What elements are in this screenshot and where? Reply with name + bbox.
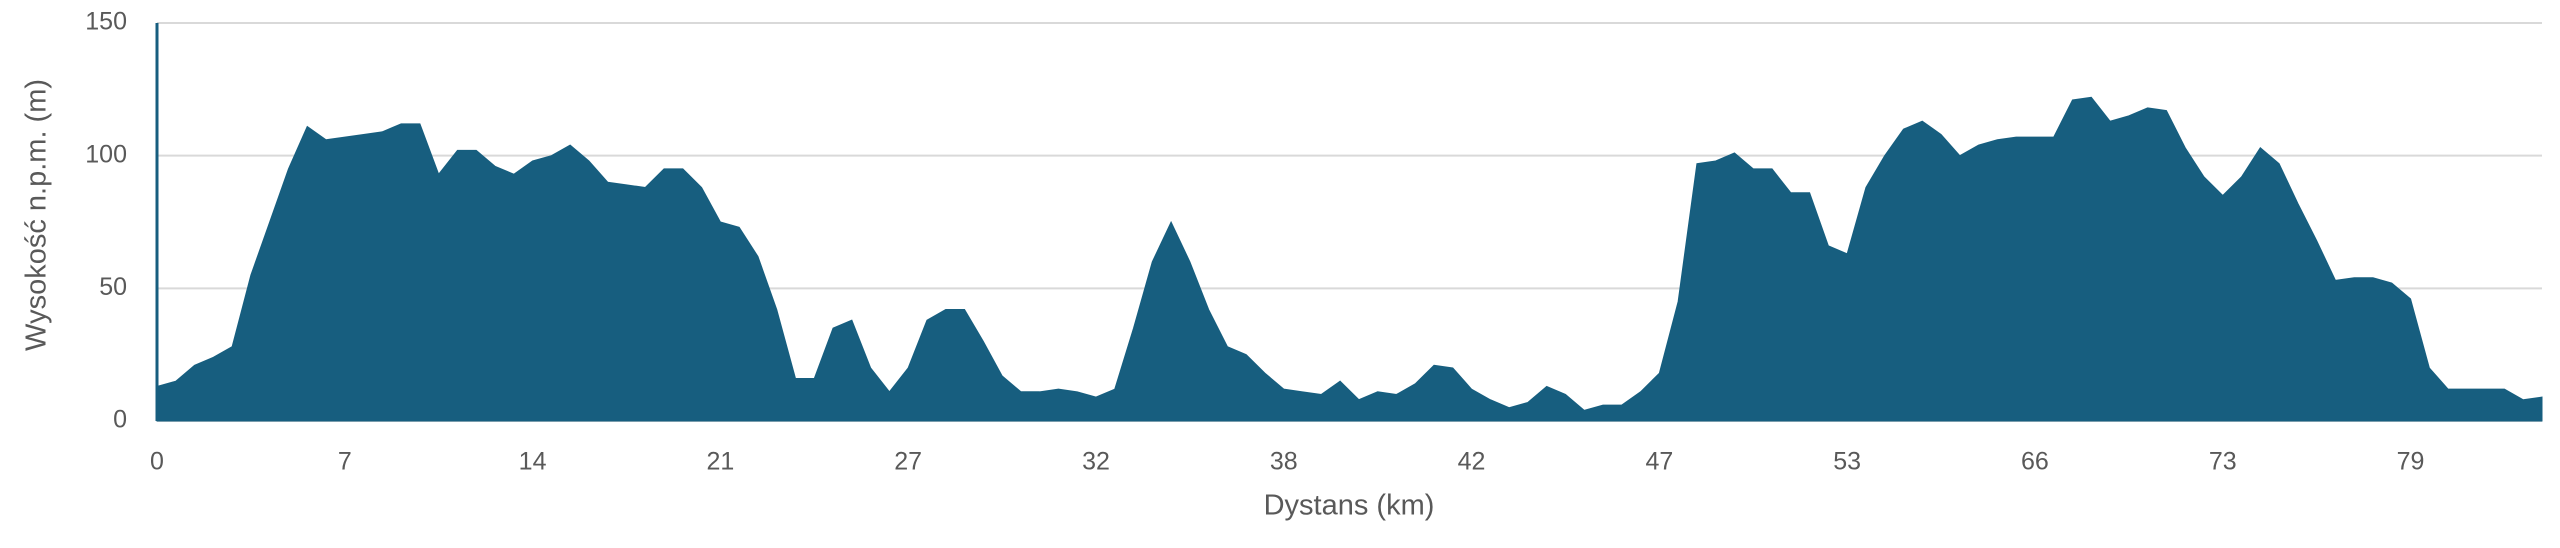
area (156, 96, 2543, 422)
x-tick-label: 66 (2021, 448, 2049, 476)
y-tick-label: 100 (85, 140, 127, 168)
x-tick-label: 53 (1833, 448, 1861, 476)
x-tick-label: 7 (338, 448, 352, 476)
x-tick-label: 47 (1645, 448, 1673, 476)
x-tick-label: 42 (1458, 448, 1486, 476)
y-tick-label: 150 (85, 8, 127, 36)
x-tick-label: 38 (1270, 448, 1298, 476)
x-tick-label: 21 (706, 448, 734, 476)
y-axis-title: Wysokość n.p.m. (m) (21, 79, 53, 351)
y-tick-label: 50 (99, 273, 127, 301)
y-tick-label: 0 (113, 406, 127, 434)
x-axis-title: Dystans (km) (1264, 490, 1435, 522)
x-tick-label: 0 (150, 448, 164, 476)
x-tick-label: 14 (519, 448, 547, 476)
x-tick-label: 32 (1082, 448, 1110, 476)
x-tick-label: 79 (2397, 448, 2425, 476)
x-tick-label: 73 (2209, 448, 2237, 476)
x-tick-label: 27 (894, 448, 922, 476)
